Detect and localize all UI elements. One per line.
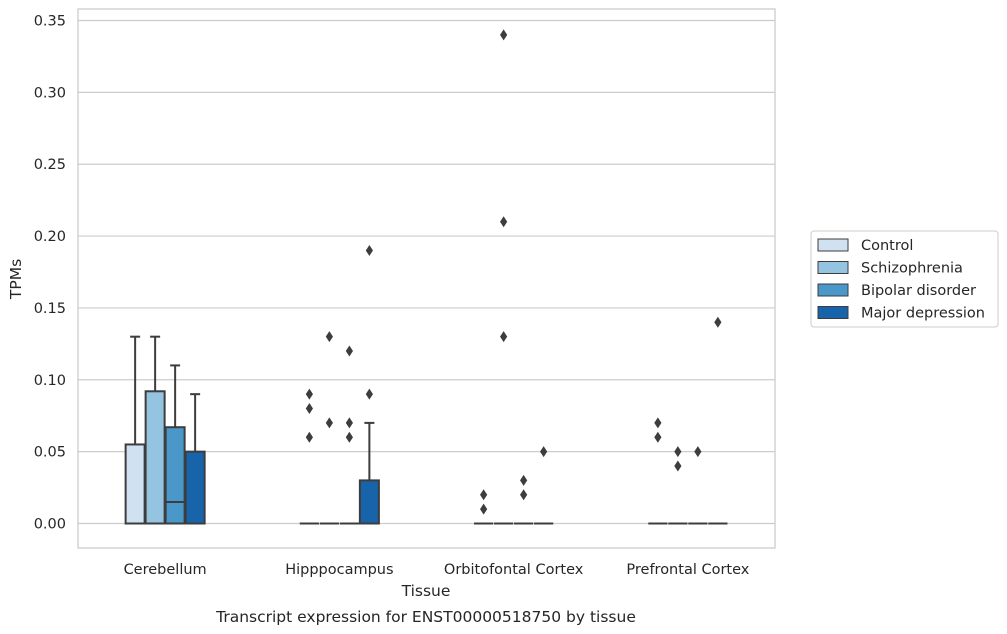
- outlier-point: [480, 503, 488, 515]
- box-schizophrenia: [668, 446, 688, 525]
- outlier-point: [654, 417, 662, 429]
- box-control: [474, 489, 494, 525]
- box-control: [124, 335, 146, 525]
- outlier-point: [674, 446, 682, 458]
- legend-swatch: [817, 261, 849, 274]
- outlier-point: [694, 446, 702, 458]
- legend-item-control: Control: [817, 238, 913, 254]
- legend-frame: [810, 230, 999, 328]
- y-tick-label: 0.25: [34, 157, 66, 173]
- y-axis-ticks: 0.00 0.05 0.10 0.15 0.20 0.25 0.30 0.35: [34, 14, 66, 533]
- x-tick-label: Prefrontal Cortex: [626, 562, 749, 578]
- boxes: [124, 29, 728, 525]
- box-schizophrenia: [319, 331, 339, 525]
- box-body: [144, 390, 166, 525]
- outlier-point: [305, 403, 313, 415]
- outlier-point: [305, 431, 313, 443]
- outlier-point: [540, 446, 548, 458]
- y-tick-label: 0.35: [34, 14, 66, 30]
- chart-title: Transcript expression for ENST0000051875…: [215, 608, 636, 626]
- y-tick-label: 0.05: [34, 445, 66, 461]
- outlier-point: [654, 431, 662, 443]
- outlier-point: [674, 460, 682, 472]
- legend-item-major-depression: Major depression: [817, 306, 985, 322]
- outlier-point: [714, 316, 722, 328]
- outlier-point: [345, 417, 353, 429]
- legend-label: Control: [861, 238, 913, 254]
- legend-label: Schizophrenia: [861, 261, 963, 277]
- y-tick-label: 0.20: [34, 229, 66, 245]
- y-tick-label: 0.30: [34, 85, 66, 101]
- box-schizophrenia: [494, 29, 514, 525]
- box-body: [358, 479, 380, 525]
- box-major-depression: [358, 244, 380, 525]
- outlier-point: [345, 431, 353, 443]
- box-bipolar-disorder: [688, 446, 708, 525]
- x-axis-label: Tissue: [401, 582, 451, 600]
- legend-label: Major depression: [861, 306, 985, 322]
- outlier-point: [500, 331, 508, 343]
- legend-item-schizophrenia: Schizophrenia: [817, 261, 963, 277]
- legend-swatch: [817, 238, 849, 252]
- plot-area: [77, 8, 776, 549]
- box-body: [164, 426, 186, 525]
- outlier-point: [325, 331, 333, 343]
- legend-swatch: [817, 283, 849, 297]
- outlier-point: [520, 489, 528, 501]
- box-bipolar-disorder: [514, 474, 534, 525]
- y-tick-label: 0.15: [34, 301, 66, 317]
- box-control: [299, 388, 319, 525]
- box-major-depression: [184, 393, 206, 525]
- x-tick-label: Orbitofontal Cortex: [444, 562, 584, 578]
- box-body: [184, 450, 206, 525]
- outlier-point: [345, 345, 353, 357]
- x-tick-label: Cerebellum: [124, 562, 207, 578]
- outlier-point: [520, 474, 528, 486]
- box-schizophrenia: [144, 335, 166, 525]
- outlier-point: [325, 417, 333, 429]
- outlier-point: [500, 216, 508, 228]
- x-tick-label: Hipppocampus: [285, 562, 393, 578]
- outlier-point: [480, 489, 488, 501]
- legend-item-bipolar-disorder: Bipolar disorder: [817, 283, 976, 299]
- box-body: [124, 443, 146, 525]
- box-bipolar-disorder: [164, 364, 186, 525]
- outlier-point: [365, 244, 373, 256]
- box-control: [648, 417, 668, 525]
- legend: Control Schizophrenia Bipolar disorder Majo…: [810, 230, 999, 328]
- outlier-point: [305, 388, 313, 400]
- legend-swatch: [817, 306, 849, 319]
- x-axis-ticks: Cerebellum Hipppocampus Orbitofontal Corte…: [124, 562, 750, 578]
- y-axis-label: TPMs: [7, 259, 25, 300]
- y-tick-label: 0.10: [34, 373, 66, 389]
- legend-label: Bipolar disorder: [861, 283, 976, 299]
- box-bipolar-disorder: [339, 345, 359, 525]
- outlier-point: [500, 29, 508, 41]
- box-major-depression: [534, 446, 554, 525]
- outlier-point: [365, 388, 373, 400]
- y-tick-label: 0.00: [34, 517, 66, 533]
- box-major-depression: [708, 316, 728, 525]
